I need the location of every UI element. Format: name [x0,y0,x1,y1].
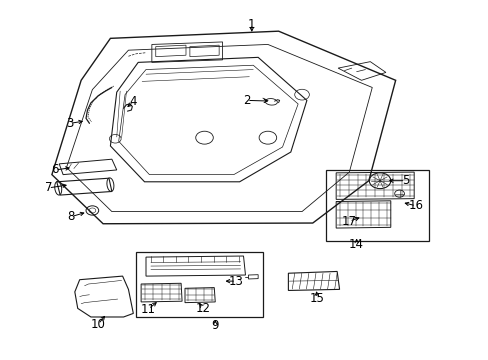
Text: 8: 8 [67,210,75,223]
Text: 3: 3 [66,117,74,130]
Text: 11: 11 [141,303,156,316]
Text: 6: 6 [51,163,59,176]
Text: 17: 17 [341,215,356,228]
Bar [326,170,428,241]
Text: 16: 16 [408,199,423,212]
Text: 14: 14 [348,238,364,251]
Text: 9: 9 [211,319,219,332]
Text: 4: 4 [129,95,137,108]
Text: 13: 13 [228,275,243,288]
Text: 10: 10 [91,318,105,331]
Text: 1: 1 [247,18,255,31]
Text: 2: 2 [243,94,250,107]
Text: 15: 15 [308,292,324,305]
Text: 5: 5 [401,174,408,187]
Bar [136,252,263,317]
Text: 12: 12 [195,302,210,315]
Text: 7: 7 [44,181,52,194]
